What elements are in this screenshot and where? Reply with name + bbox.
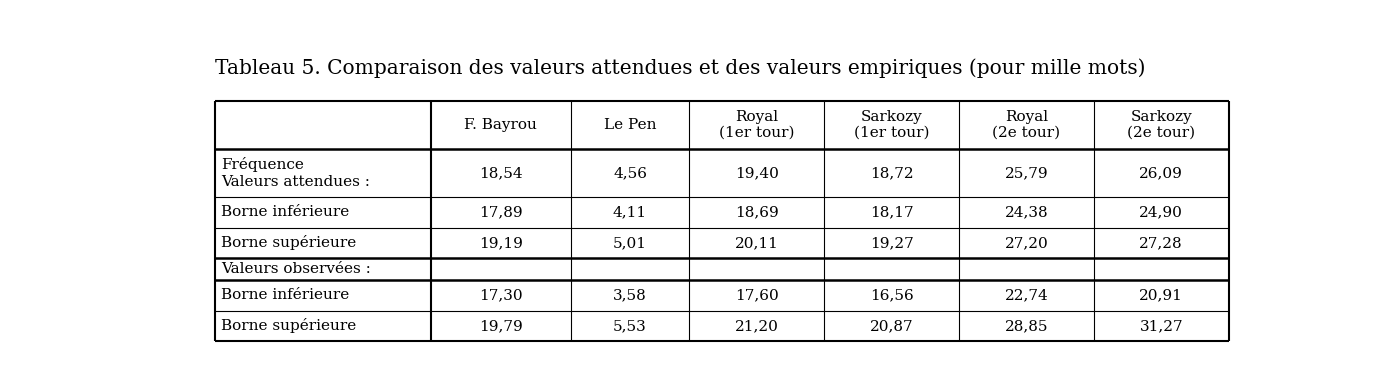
Text: 18,69: 18,69 — [735, 205, 778, 219]
Text: Borne supérieure: Borne supérieure — [222, 235, 357, 250]
Text: 19,79: 19,79 — [479, 319, 522, 333]
Text: 3,58: 3,58 — [613, 288, 647, 302]
Text: 21,20: 21,20 — [735, 319, 779, 333]
Text: Fréquence
Valeurs attendues :: Fréquence Valeurs attendues : — [222, 157, 370, 188]
Text: 24,90: 24,90 — [1139, 205, 1183, 219]
Text: 24,38: 24,38 — [1005, 205, 1048, 219]
Text: 20,91: 20,91 — [1139, 288, 1183, 302]
Text: 22,74: 22,74 — [1005, 288, 1048, 302]
Text: Sarkozy
(2e tour): Sarkozy (2e tour) — [1128, 110, 1195, 140]
Text: F. Bayrou: F. Bayrou — [464, 118, 537, 132]
Text: Royal
(1er tour): Royal (1er tour) — [719, 110, 795, 140]
Text: Le Pen: Le Pen — [603, 118, 657, 132]
Text: 27,20: 27,20 — [1005, 236, 1048, 250]
Text: 27,28: 27,28 — [1139, 236, 1183, 250]
Text: 18,54: 18,54 — [479, 166, 522, 180]
Text: 17,89: 17,89 — [479, 205, 522, 219]
Text: 26,09: 26,09 — [1139, 166, 1183, 180]
Text: Borne inférieure: Borne inférieure — [222, 288, 350, 302]
Text: Tableau 5. Comparaison des valeurs attendues et des valeurs empiriques (pour mil: Tableau 5. Comparaison des valeurs atten… — [215, 59, 1146, 78]
Text: 4,56: 4,56 — [613, 166, 647, 180]
Text: 31,27: 31,27 — [1139, 319, 1183, 333]
Text: Royal
(2e tour): Royal (2e tour) — [993, 110, 1060, 140]
Text: 17,60: 17,60 — [735, 288, 778, 302]
Text: 5,01: 5,01 — [613, 236, 647, 250]
Text: Borne supérieure: Borne supérieure — [222, 318, 357, 333]
Text: 18,72: 18,72 — [870, 166, 913, 180]
Text: 18,17: 18,17 — [870, 205, 913, 219]
Text: 25,79: 25,79 — [1005, 166, 1048, 180]
Text: Borne inférieure: Borne inférieure — [222, 205, 350, 219]
Text: 20,11: 20,11 — [735, 236, 779, 250]
Text: 19,27: 19,27 — [870, 236, 913, 250]
Text: 17,30: 17,30 — [479, 288, 522, 302]
Text: 20,87: 20,87 — [870, 319, 913, 333]
Text: 4,11: 4,11 — [613, 205, 647, 219]
Text: Sarkozy
(1er tour): Sarkozy (1er tour) — [854, 110, 929, 140]
Text: 28,85: 28,85 — [1005, 319, 1048, 333]
Text: 19,40: 19,40 — [735, 166, 779, 180]
Text: Valeurs observées :: Valeurs observées : — [222, 262, 370, 276]
Text: 19,19: 19,19 — [479, 236, 522, 250]
Text: 5,53: 5,53 — [613, 319, 647, 333]
Text: 16,56: 16,56 — [870, 288, 913, 302]
